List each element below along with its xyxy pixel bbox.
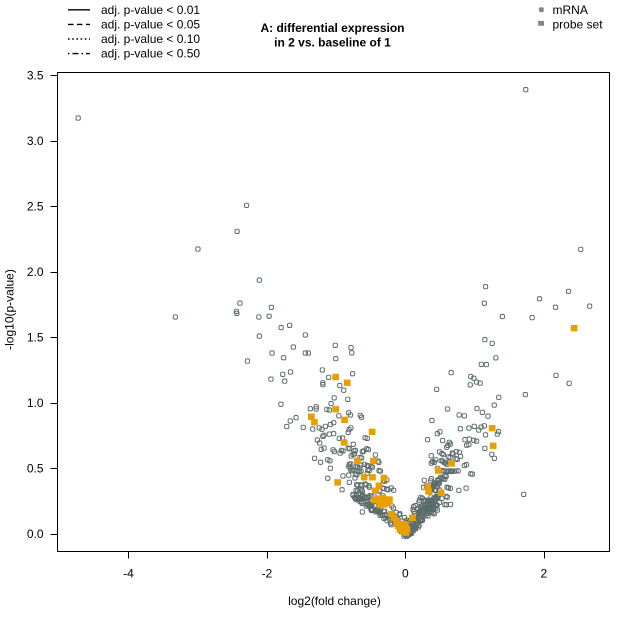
svg-text:probe set: probe set	[553, 18, 604, 32]
svg-text:1.0: 1.0	[27, 396, 44, 410]
svg-text:3.5: 3.5	[27, 69, 44, 83]
svg-text:adj. p-value < 0.01: adj. p-value < 0.01	[101, 3, 200, 17]
svg-text:0.0: 0.0	[27, 527, 44, 541]
svg-text:2.5: 2.5	[27, 200, 44, 214]
svg-text:-4: -4	[123, 567, 134, 581]
svg-text:2.0: 2.0	[27, 265, 44, 279]
svg-text:A: differential expression: A: differential expression	[260, 21, 404, 35]
svg-text:in 2 vs. baseline of 1: in 2 vs. baseline of 1	[274, 36, 391, 50]
svg-text:-2: -2	[262, 567, 273, 581]
svg-text:mRNA: mRNA	[553, 3, 588, 17]
svg-text:adj. p-value < 0.50: adj. p-value < 0.50	[101, 47, 200, 61]
svg-text:2: 2	[540, 567, 547, 581]
svg-text:log2(fold change): log2(fold change)	[288, 594, 381, 608]
svg-text:0.5: 0.5	[27, 462, 44, 476]
svg-text:1.5: 1.5	[27, 331, 44, 345]
svg-text:3.0: 3.0	[27, 134, 44, 148]
svg-text:adj. p-value < 0.10: adj. p-value < 0.10	[101, 32, 200, 46]
svg-text:-log10(p-value): -log10(p-value)	[3, 269, 17, 350]
svg-text:0: 0	[402, 567, 409, 581]
svg-text:adj. p-value < 0.05: adj. p-value < 0.05	[101, 17, 200, 31]
